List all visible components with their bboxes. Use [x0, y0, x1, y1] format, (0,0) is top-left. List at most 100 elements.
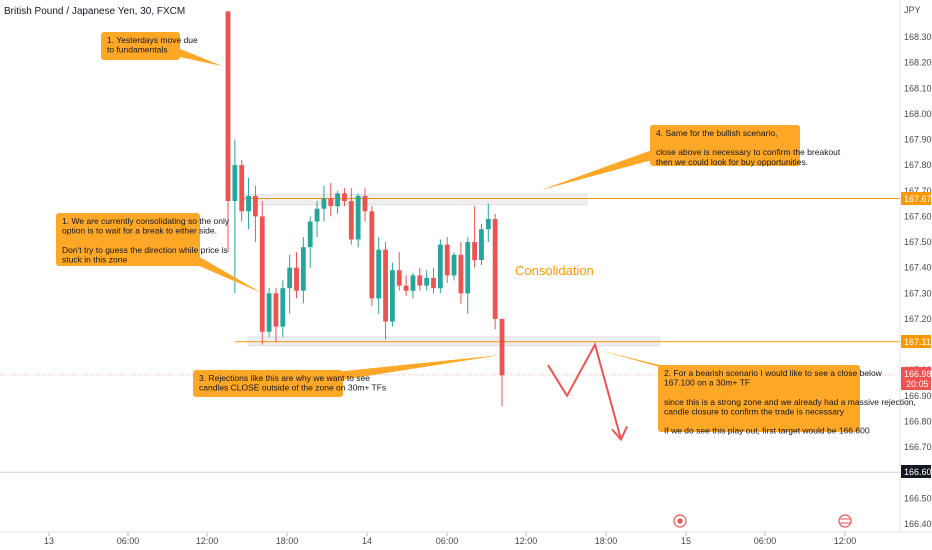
candle: [280, 280, 286, 337]
candle: [396, 252, 402, 291]
globe-flag-icon[interactable]: [838, 514, 852, 528]
support-resistance-zones: [239, 194, 661, 347]
support-zone: [247, 336, 661, 347]
note-line: candle closure to confirm the trade is n…: [664, 406, 845, 416]
note-line: 1. We are currently consolidating so the…: [62, 216, 230, 226]
time-tick-label: 06:00: [436, 536, 459, 546]
price-tick-label: 167.500: [904, 237, 932, 247]
price-tick-label: 166.900: [904, 391, 932, 401]
note-rejections[interactable]: 3. Rejections like this are why we want …: [193, 355, 501, 397]
candle: [273, 288, 279, 342]
bearish-path-line: [547, 341, 622, 440]
time-tick-label: 18:00: [595, 536, 618, 546]
candle: [479, 224, 484, 266]
price-tick-label: 167.600: [904, 211, 932, 221]
candle: [451, 252, 457, 281]
price-tick-label: 168.200: [904, 58, 932, 68]
candle: [348, 188, 354, 245]
note-line: to fundamentals: [107, 45, 167, 55]
note-bullish[interactable]: 4. Same for the bullish scenario, close a…: [541, 125, 841, 190]
candle: [355, 193, 361, 248]
price-tick-label: 168.000: [904, 109, 932, 119]
candle: [417, 267, 423, 291]
time-tick-label: 15: [681, 536, 691, 546]
time-tick-label: 12:00: [515, 536, 538, 546]
candle: [472, 206, 477, 268]
candle: [246, 177, 251, 230]
target-price-badge: 166.602: [901, 465, 932, 478]
note-consolidating[interactable]: 1. We are currently consolidating so the…: [56, 213, 262, 293]
time-axis[interactable]: 13 06:00 12:00 18:00 14 06:00 12:00 18:00 15 06:0…: [44, 536, 856, 546]
resistance-zone: [239, 194, 588, 206]
note-line: 2. For a bearish scenario I would like t…: [664, 368, 883, 378]
note-bearish[interactable]: 2. For a bearish scenario I would like t…: [598, 350, 916, 436]
candle: [437, 239, 443, 294]
svg-text:167.111: 167.111: [904, 337, 932, 347]
support-price-badge: 167.111: [901, 335, 932, 348]
record-icon[interactable]: [673, 514, 687, 528]
candle: [321, 185, 327, 222]
candle: [431, 267, 436, 294]
price-tick-label: 168.100: [904, 83, 932, 93]
price-tick-label: 167.700: [904, 186, 932, 196]
candlestick-series: [225, 11, 505, 407]
price-tick-label: 168.300: [904, 32, 932, 42]
candle: [225, 11, 231, 253]
price-tick-label: 166.800: [904, 416, 932, 426]
arrow-head-icon: [611, 425, 628, 442]
candle: [259, 201, 265, 345]
candle: [403, 275, 409, 296]
price-tick-label: 166.700: [904, 442, 932, 452]
candle: [424, 270, 430, 291]
candle: [232, 139, 238, 294]
candle: [239, 160, 245, 222]
note-line: then we could look for buy opportunities…: [656, 157, 808, 167]
note-line: option is to wait for a break to either …: [62, 226, 217, 236]
candle: [499, 318, 505, 407]
note-line: close above is necessary to confirm the …: [656, 147, 841, 157]
svg-text:167.670: 167.670: [904, 194, 932, 204]
current-price-badge: 166.982 20:05: [901, 367, 932, 390]
time-tick-label: 12:00: [834, 536, 857, 546]
price-tick-label: 166.500: [904, 493, 932, 503]
candle: [294, 252, 299, 299]
note-line: If we do see this play out, first target…: [664, 426, 870, 436]
vertical-gridlines: [48, 532, 846, 536]
price-tick-label: 167.300: [904, 288, 932, 298]
candle: [458, 242, 464, 304]
note-line: 1. Yesterdays move due: [107, 35, 198, 45]
projected-path: Consolidation: [515, 263, 628, 442]
candle: [390, 262, 395, 327]
candle: [383, 242, 388, 340]
candle: [362, 188, 368, 222]
time-tick-label: 12:00: [196, 536, 219, 546]
symbol-title: British Pound / Japanese Yen, 30, FXCM: [4, 6, 185, 17]
price-tick-label: 167.800: [904, 160, 932, 170]
currency-label: JPY: [904, 5, 921, 15]
candle: [253, 185, 258, 243]
time-tick-label: 06:00: [117, 536, 140, 546]
candle: [485, 203, 491, 243]
consolidation-label: Consolidation: [515, 263, 594, 278]
candle: [465, 236, 471, 314]
time-tick-label: 06:00: [754, 536, 777, 546]
resistance-price-badge: 167.670: [901, 192, 932, 205]
candle: [328, 183, 334, 217]
bar-countdown: 20:05: [906, 379, 929, 389]
candle: [300, 236, 306, 304]
time-tick-label: 18:00: [276, 536, 299, 546]
candle: [307, 216, 313, 268]
note-line: stuck in this zone: [62, 254, 127, 264]
note-line: 3. Rejections like this are why we want …: [199, 373, 370, 383]
candle: [314, 201, 320, 237]
candle: [492, 213, 498, 330]
price-tick-label: 167.400: [904, 263, 932, 273]
candle: [376, 236, 382, 314]
candle: [266, 288, 272, 337]
candle: [369, 206, 375, 307]
candle: [335, 190, 340, 214]
candle: [287, 254, 293, 314]
